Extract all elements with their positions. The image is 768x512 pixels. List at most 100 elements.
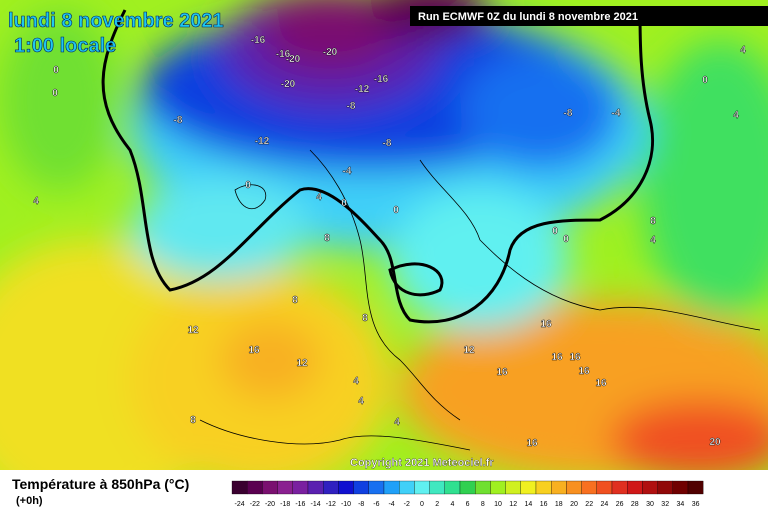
colorbar-tick-label: 14 xyxy=(525,501,533,508)
color-swatch xyxy=(475,480,491,495)
isotherm-labels: -16-16-20-20-20 -12-16-8-8-12 -8-8-4-40040… xyxy=(33,16,746,449)
isotherm-label: 12 xyxy=(296,358,308,369)
isotherm-label: -8 xyxy=(174,115,183,126)
color-swatch xyxy=(353,480,369,495)
isotherm-label: 4 xyxy=(353,376,359,387)
isotherm-label: -20 xyxy=(323,47,338,58)
colorbar-tick-label: -14 xyxy=(311,501,321,508)
color-swatch xyxy=(627,480,643,495)
isotherm-label: 16 xyxy=(540,319,552,330)
isotherm-label: 0 xyxy=(341,198,347,209)
isotherm-label: 4 xyxy=(394,417,400,428)
colorbar-tick-label: -18 xyxy=(280,501,290,508)
colorbar-tick-label: 4 xyxy=(450,501,454,508)
color-swatch xyxy=(262,480,278,495)
isotherm-label: -8 xyxy=(347,101,356,112)
isotherm-label: 8 xyxy=(362,313,368,324)
colorbar-tick-label: -20 xyxy=(265,501,275,508)
colorbar-tick-label: -6 xyxy=(373,501,379,508)
isotherm-label: 4 xyxy=(358,396,364,407)
isotherm-label: -16 xyxy=(251,35,266,46)
isotherm-label: -20 xyxy=(281,79,296,90)
color-swatch xyxy=(429,480,445,495)
colorbar-tick-label: -12 xyxy=(326,501,336,508)
color-swatch xyxy=(581,480,597,495)
isotherm-label: 12 xyxy=(463,345,475,356)
isotherm-label: -16 xyxy=(276,49,291,60)
colorbar-tick-label: -8 xyxy=(358,501,364,508)
color-swatch xyxy=(566,480,582,495)
color-swatch xyxy=(277,480,293,495)
color-swatch xyxy=(368,480,385,495)
colorbar-tick-label: 24 xyxy=(601,501,609,508)
isotherm-label: -12 xyxy=(355,84,370,95)
isotherm-label: -8 xyxy=(564,108,573,119)
colorbar-tick-label: -10 xyxy=(341,501,351,508)
colorbar-tick-label: 36 xyxy=(692,501,700,508)
run-info: Run ECMWF 0Z du lundi 8 novembre 2021 xyxy=(418,11,638,23)
isotherm-label: 16 xyxy=(248,345,260,356)
isotherm-label: 4 xyxy=(33,196,39,207)
color-swatch xyxy=(596,480,613,495)
isotherm-label: 16 xyxy=(569,352,581,363)
isotherm-label: 16 xyxy=(496,367,508,378)
color-swatch xyxy=(611,480,628,495)
isotherm-label: 8 xyxy=(324,233,330,244)
run-banner xyxy=(410,6,768,26)
isotherm-label: 0 xyxy=(53,65,59,76)
color-swatch xyxy=(383,480,400,495)
time-title: 1:00 locale xyxy=(14,35,116,57)
colorbar-tick-label: 20 xyxy=(570,501,578,508)
color-swatch xyxy=(323,480,339,495)
lead-time: (+0h) xyxy=(16,495,43,507)
colorbar-tick-label: 2 xyxy=(435,501,439,508)
color-swatch xyxy=(444,480,461,495)
color-swatch xyxy=(292,480,309,495)
colorbar: -24 -22 -20 -18 -16 -14 -12 -10 -8 -6 -4 -2 0 2 4 6 8 10 1… xyxy=(231,480,704,508)
color-swatch xyxy=(657,480,673,495)
isotherm-label: 8 xyxy=(190,415,196,426)
isotherm-label: 20 xyxy=(709,437,721,448)
colorbar-tick-label: 10 xyxy=(494,501,502,508)
isotherm-label: 16 xyxy=(578,366,590,377)
colorbar-tick-label: 28 xyxy=(631,501,639,508)
date-title: lundi 8 novembre 2021 xyxy=(8,10,224,32)
isotherm-label: -4 xyxy=(343,166,352,177)
isotherm-label: 16 xyxy=(551,352,563,363)
color-swatch xyxy=(247,480,263,495)
isotherm-label: -16 xyxy=(374,74,389,85)
colorbar-tick-label: 34 xyxy=(677,501,685,508)
colorbar-tick-label: 26 xyxy=(616,501,624,508)
colorbar-tick-label: -4 xyxy=(388,501,394,508)
isotherm-label: 16 xyxy=(595,378,607,389)
color-swatch xyxy=(307,480,324,495)
isotherm-label: 0 xyxy=(393,205,399,216)
colorbar-tick-label: 8 xyxy=(481,501,485,508)
isotherm-label: -8 xyxy=(383,138,392,149)
color-swatch xyxy=(399,480,415,495)
colorbar-tick-label: 32 xyxy=(661,501,669,508)
colorbar-tick-label: 6 xyxy=(466,501,470,508)
isotherm-label: 0 xyxy=(52,88,58,99)
coastlines xyxy=(199,149,761,451)
isotherm-label: 4 xyxy=(650,235,656,246)
isotherm-label: -4 xyxy=(612,108,621,119)
color-swatch xyxy=(231,480,248,495)
isotherm-label: 12 xyxy=(187,325,199,336)
color-swatch xyxy=(672,480,689,495)
colorbar-tick-label: 16 xyxy=(540,501,548,508)
isotherm-label: 0 xyxy=(702,75,708,86)
isotherm-label: -12 xyxy=(255,136,270,147)
isotherm-label: 4 xyxy=(733,110,739,121)
isotherm-label: 4 xyxy=(316,192,322,203)
isotherm-label: 8 xyxy=(650,216,656,227)
colorbar-tick-label: -16 xyxy=(295,501,305,508)
colorbar-tick-label: -22 xyxy=(250,501,260,508)
color-swatch xyxy=(551,480,567,495)
colorbar-tick-label: 22 xyxy=(585,501,593,508)
color-swatch xyxy=(520,480,537,495)
color-swatch xyxy=(459,480,476,495)
